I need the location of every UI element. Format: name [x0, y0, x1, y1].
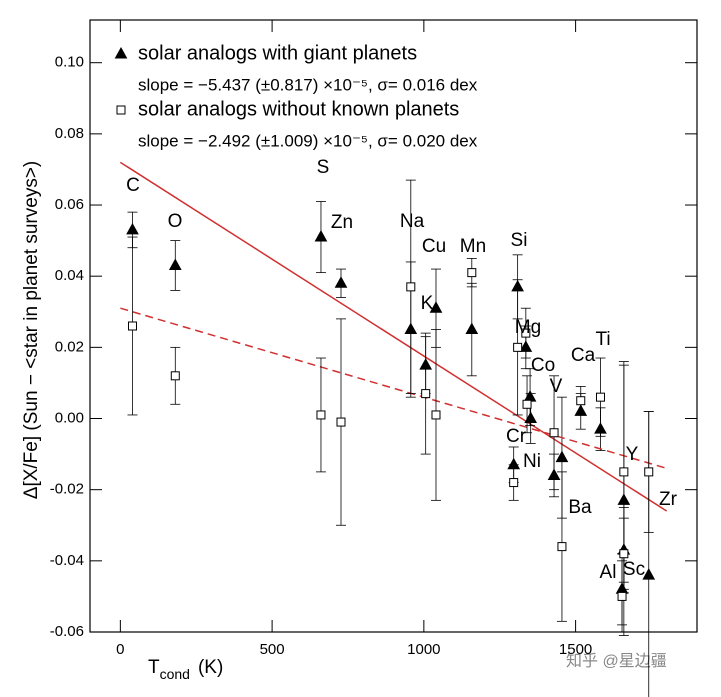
data-point — [524, 411, 538, 424]
element-label: Na — [400, 211, 425, 232]
y-tick-label: 0.10 — [55, 54, 84, 71]
data-point — [557, 542, 567, 552]
data-point — [334, 276, 348, 288]
element-label: S — [317, 157, 330, 178]
data-point — [513, 342, 523, 352]
element-label: O — [168, 211, 183, 232]
data-point — [127, 321, 137, 331]
element-label: K — [421, 293, 434, 314]
legend-note: slope = −5.437 (±0.817) ×10⁻⁵, σ= 0.016 … — [138, 75, 478, 94]
element-label: Zn — [331, 212, 353, 233]
data-point — [523, 390, 537, 402]
data-point — [549, 428, 559, 438]
data-point — [316, 410, 326, 420]
data-point — [595, 392, 605, 402]
element-label: Ba — [568, 497, 592, 518]
legend-label: solar analogs with giant planets — [138, 42, 417, 64]
fit-line — [119, 161, 668, 512]
element-label: Al — [600, 562, 617, 583]
data-point — [406, 282, 416, 292]
data-point — [431, 410, 441, 420]
data-point — [644, 467, 654, 477]
data-point — [642, 568, 656, 580]
x-tick-label: 0 — [116, 641, 124, 658]
element-label: Ni — [523, 451, 541, 472]
data-point — [465, 322, 479, 335]
element-label: Ti — [595, 329, 610, 350]
y-tick-label: -0.02 — [50, 481, 84, 498]
element-label: Mg — [515, 317, 541, 338]
x-label-unit: (K) — [198, 657, 223, 678]
x-tick-label: 500 — [260, 641, 285, 658]
y-tick-label: 0.08 — [55, 125, 84, 142]
y-tick-label: -0.06 — [50, 623, 84, 640]
data-point — [619, 467, 629, 477]
x-label-sub: cond — [160, 666, 190, 682]
data-point — [576, 396, 586, 406]
legend-marker — [114, 46, 128, 59]
x-axis-label: Tcond (K) — [148, 657, 223, 682]
element-label: Si — [511, 230, 528, 251]
data-point — [126, 222, 139, 235]
data-point — [314, 230, 328, 242]
watermark: 知乎 @星边疆 — [566, 652, 667, 670]
element-label: Zr — [659, 489, 678, 510]
element-label: Co — [531, 355, 555, 376]
y-tick-label: -0.04 — [50, 552, 84, 569]
element-label: Cr — [506, 426, 527, 447]
element-label: Y — [626, 444, 639, 465]
data-point — [522, 399, 532, 409]
element-label: Mn — [460, 236, 486, 257]
y-tick-label: 0.04 — [55, 267, 84, 284]
data-point — [170, 371, 180, 381]
legend-label: solar analogs without known planets — [138, 98, 459, 120]
data-point — [509, 478, 519, 488]
legend-note: slope = −2.492 (±1.009) ×10⁻⁵, σ= 0.020 … — [138, 131, 478, 150]
data-point — [555, 450, 569, 463]
element-label: Sc — [623, 559, 645, 580]
x-label-main: T — [148, 657, 160, 678]
y-tick-label: 0.06 — [55, 196, 84, 213]
legend-marker — [116, 105, 126, 115]
y-axis-label: Δ[X/Fe] (Sun − <star in planet surveys>) — [21, 161, 42, 499]
element-label: V — [550, 376, 563, 397]
data-point — [521, 328, 531, 338]
element-label: Cu — [422, 236, 446, 257]
data-point — [168, 258, 182, 271]
element-label: C — [126, 175, 140, 196]
data-point — [421, 389, 431, 399]
data-point — [617, 591, 627, 601]
data-point — [336, 417, 346, 427]
data-point — [429, 301, 443, 313]
plot-frame — [89, 19, 698, 633]
element-label: Ca — [571, 345, 596, 366]
fit-line — [120, 307, 667, 470]
data-point — [467, 268, 477, 278]
data-point — [619, 549, 629, 559]
y-tick-label: 0.00 — [55, 409, 84, 426]
y-tick-label: 0.02 — [55, 338, 84, 355]
x-tick-label: 1000 — [407, 641, 440, 658]
x-tick-label: 1500 — [559, 641, 592, 658]
